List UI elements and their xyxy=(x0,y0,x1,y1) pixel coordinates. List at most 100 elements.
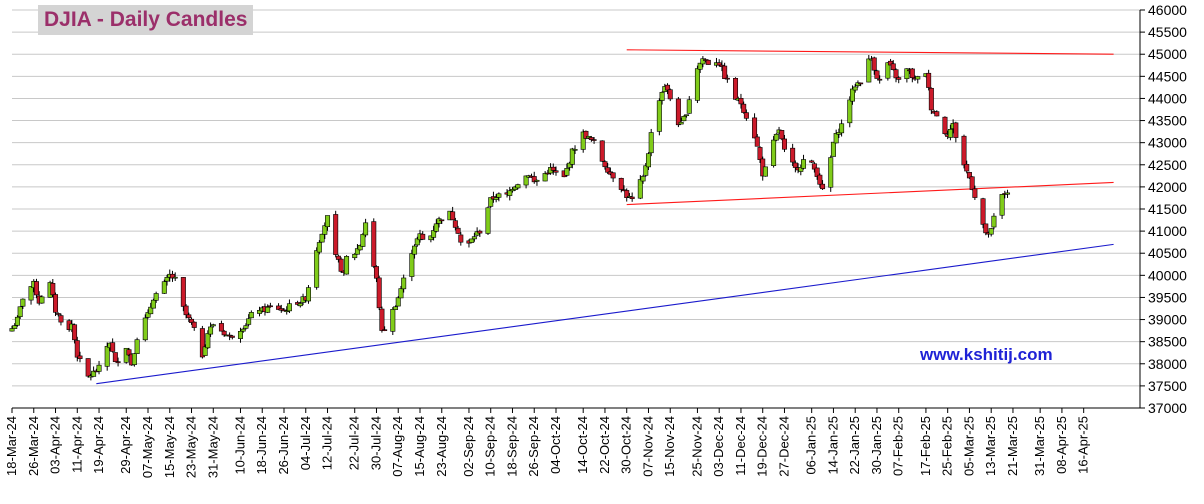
x-tick-label: 13-Mar-25 xyxy=(983,416,998,476)
candle-body xyxy=(983,223,989,234)
candle-body xyxy=(338,258,344,272)
y-tick-label: 40500 xyxy=(1148,245,1187,261)
candle-body xyxy=(980,198,986,225)
x-tick-label: 17-Feb-25 xyxy=(918,416,933,476)
candle-body xyxy=(871,57,877,71)
y-tick-label: 38500 xyxy=(1148,334,1187,350)
website-url: www.kshitij.com xyxy=(920,345,1053,364)
candle-body xyxy=(452,220,458,228)
x-tick-label: 31-May-24 xyxy=(205,416,220,478)
candle-body xyxy=(629,196,635,200)
candle-body xyxy=(112,352,118,363)
y-tick-label: 43000 xyxy=(1148,135,1187,151)
candle-body xyxy=(801,159,807,169)
y-tick-label: 41500 xyxy=(1148,201,1187,217)
candle-body xyxy=(210,324,216,327)
candle-body xyxy=(809,160,815,163)
candle-body xyxy=(134,339,140,354)
candle-body xyxy=(439,219,445,222)
candle-body xyxy=(681,115,687,122)
candle-body xyxy=(814,167,820,177)
candle-body xyxy=(248,312,254,319)
x-tick-label: 11-Apr-24 xyxy=(69,416,84,473)
candle-body xyxy=(752,117,758,139)
candle-body xyxy=(354,248,360,255)
x-tick-label: 22-Jul-24 xyxy=(347,416,362,470)
candle-body xyxy=(743,112,749,119)
candle-body xyxy=(455,227,461,234)
candle-body xyxy=(1005,192,1011,195)
candle-body xyxy=(564,168,570,176)
candle-body xyxy=(382,329,388,331)
candle-body xyxy=(240,328,246,332)
candle-body xyxy=(542,173,548,182)
candle-body xyxy=(363,222,369,236)
candle-body xyxy=(357,244,363,251)
candle-body xyxy=(412,245,418,255)
candle-body xyxy=(588,137,594,141)
candle-body xyxy=(265,306,271,313)
candle-body xyxy=(202,346,208,356)
candle-body xyxy=(409,253,415,277)
candle-body xyxy=(414,238,420,246)
candle-body xyxy=(779,130,785,140)
candle-body xyxy=(849,88,855,102)
candle-body xyxy=(322,225,328,235)
candle-body xyxy=(74,340,80,358)
candle-body xyxy=(276,305,282,310)
candle-body xyxy=(839,123,845,134)
candle-body xyxy=(126,349,132,356)
candle-body xyxy=(697,62,703,70)
candle-body xyxy=(771,139,777,167)
x-tick-label: 10-Jun-24 xyxy=(232,416,247,475)
candle-body xyxy=(966,172,972,179)
candle-body xyxy=(314,250,320,288)
x-tick-label: 07-May-24 xyxy=(140,416,155,478)
candle-body xyxy=(395,297,401,307)
candle-body xyxy=(148,306,154,315)
candle-body xyxy=(186,314,192,319)
candle-body xyxy=(591,139,597,141)
trendline xyxy=(626,49,1114,55)
candle-body xyxy=(624,190,630,198)
candle-body xyxy=(33,281,39,296)
x-tick-label: 14-Oct-24 xyxy=(575,416,590,474)
y-tick-label: 37000 xyxy=(1148,400,1187,416)
y-tick-label: 39000 xyxy=(1148,312,1187,328)
candle-body xyxy=(567,162,573,168)
candle-body xyxy=(866,58,872,83)
candle-body xyxy=(53,294,59,313)
candle-body xyxy=(572,149,578,151)
x-tick-label: 15-May-24 xyxy=(162,416,177,478)
candle-body xyxy=(319,233,325,243)
candle-body xyxy=(172,276,178,279)
x-tick-label: 29-Apr-24 xyxy=(118,416,133,474)
candle-body xyxy=(507,190,513,196)
candle-body xyxy=(267,305,273,308)
x-tick-label: 02-Sep-24 xyxy=(461,416,476,477)
candle-body xyxy=(512,186,518,191)
gridlines xyxy=(12,9,1140,409)
candle-body xyxy=(953,122,959,138)
candle-body xyxy=(227,334,233,337)
candle-body xyxy=(716,62,722,66)
candle-body xyxy=(545,172,551,175)
candle-body xyxy=(286,303,292,312)
x-tick-label: 16-Apr-25 xyxy=(1076,416,1091,474)
candle-body xyxy=(534,179,540,182)
candle-body xyxy=(684,114,690,117)
candle-body xyxy=(874,70,880,79)
candle-body xyxy=(896,77,902,80)
x-tick-label: 07-Feb-25 xyxy=(891,416,906,476)
candle-body xyxy=(393,306,399,310)
candle-body xyxy=(645,153,651,168)
candle-body xyxy=(471,236,477,240)
candle-body xyxy=(297,303,303,307)
candle-body xyxy=(667,89,673,100)
candle-body xyxy=(942,116,948,135)
candle-body xyxy=(305,287,311,302)
candle-body xyxy=(180,277,186,307)
x-tick-label: 26-Jun-24 xyxy=(276,416,291,475)
x-tick-label: 23-Aug-24 xyxy=(434,416,449,477)
